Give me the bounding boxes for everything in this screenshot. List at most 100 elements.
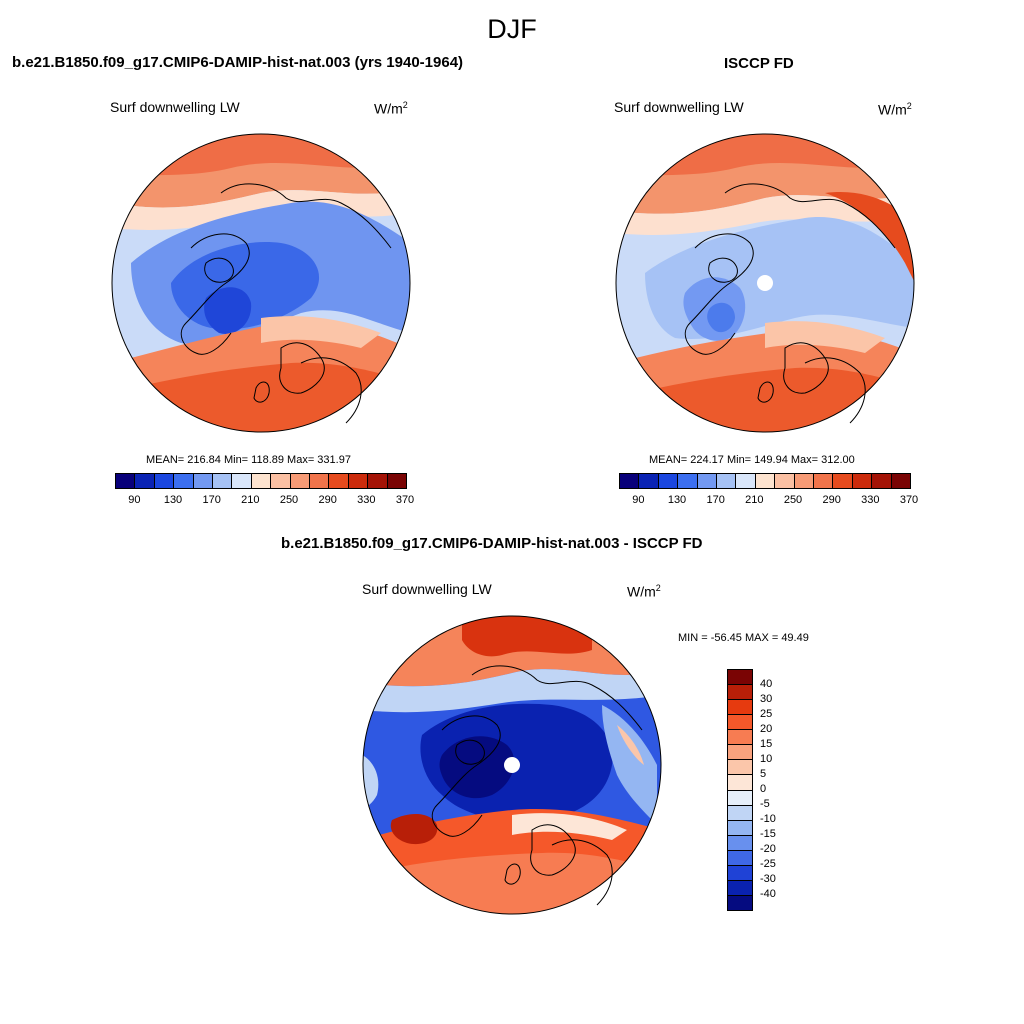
colorbar-swatch: [271, 474, 291, 488]
colorbar-label: -25: [760, 858, 776, 870]
diff-pole-hole: [504, 757, 520, 773]
colorbar-label: 0: [760, 783, 767, 795]
model-colorbar-labels: 90 130 170 210 250 290 330 370: [115, 494, 414, 508]
colorbar-swatch: [310, 474, 330, 488]
colorbar-swatch: [348, 474, 369, 488]
obs-colorbar-labels: 90 130 170 210 250 290 330 370: [619, 494, 918, 508]
obs-colorbar: [619, 473, 911, 489]
obs-stats: MEAN= 224.17 Min= 149.94 Max= 312.00: [649, 454, 855, 466]
diff-units: W/m2: [627, 583, 661, 600]
colorbar-swatch: [620, 474, 640, 488]
colorbar-label: -10: [760, 813, 776, 825]
colorbar-label: -15: [760, 828, 776, 840]
colorbar-label: 30: [760, 693, 773, 705]
diff-coastlines: [431, 665, 643, 906]
colorbar-swatch: [174, 474, 194, 488]
colorbar-swatch: [833, 474, 853, 488]
colorbar-label: 170: [202, 494, 221, 506]
colorbar-swatch: [728, 790, 752, 806]
colorbar-label: -5: [760, 798, 770, 810]
diff-polar-map: [362, 615, 662, 915]
colorbar-swatch: [193, 474, 214, 488]
model-units: W/m2: [374, 100, 408, 117]
colorbar-swatch: [728, 850, 752, 866]
colorbar-label: 370: [395, 494, 415, 506]
diff-colorbar: [727, 669, 753, 911]
colorbar-label: 370: [899, 494, 919, 506]
colorbar-label: 250: [783, 494, 803, 506]
colorbar-swatch: [728, 775, 752, 791]
colorbar-swatch: [728, 715, 752, 731]
colorbar-swatch: [728, 865, 752, 881]
colorbar-swatch: [852, 474, 873, 488]
colorbar-swatch: [678, 474, 698, 488]
colorbar-swatch: [251, 474, 272, 488]
colorbar-swatch: [135, 474, 155, 488]
colorbar-swatch: [736, 474, 756, 488]
colorbar-label: 210: [745, 494, 764, 506]
colorbar-swatch: [154, 474, 175, 488]
colorbar-label: 90: [632, 494, 645, 506]
obs-subtitle: Surf downwelling LW: [614, 99, 744, 115]
obs-pole-hole: [757, 275, 773, 291]
colorbar-swatch: [728, 745, 752, 761]
diff-subtitle: Surf downwelling LW: [362, 581, 492, 597]
colorbar-swatch: [213, 474, 233, 488]
colorbar-swatch: [814, 474, 834, 488]
colorbar-label: 90: [128, 494, 141, 506]
diff-colorbar-labels: 40 30 25 20 15 10 5 0 -5 -10 -15 -20 -25 -30 -40: [760, 669, 800, 909]
obs-units: W/m2: [878, 101, 912, 118]
colorbar-label: -20: [760, 843, 776, 855]
colorbar-swatch: [368, 474, 388, 488]
colorbar-swatch: [717, 474, 737, 488]
colorbar-label: 25: [760, 708, 773, 720]
colorbar-label: 330: [357, 494, 376, 506]
colorbar-swatch: [755, 474, 776, 488]
colorbar-swatch: [794, 474, 815, 488]
model-colorbar: [115, 473, 407, 489]
colorbar-label: 210: [241, 494, 260, 506]
obs-polar-map: [615, 133, 915, 433]
colorbar-label: 290: [318, 494, 337, 506]
colorbar-swatch: [116, 474, 136, 488]
colorbar-swatch: [728, 760, 752, 776]
colorbar-label: 250: [279, 494, 299, 506]
model-panel-title: b.e21.B1850.f09_g17.CMIP6-DAMIP-hist-nat…: [12, 54, 464, 71]
colorbar-label: 40: [760, 678, 773, 690]
colorbar-swatch: [728, 820, 752, 836]
colorbar-swatch: [639, 474, 659, 488]
colorbar-label: 130: [163, 494, 183, 506]
colorbar-label: 130: [667, 494, 687, 506]
obs-coastlines: [684, 183, 896, 424]
colorbar-label: 170: [706, 494, 725, 506]
colorbar-swatch: [775, 474, 795, 488]
colorbar-label: -30: [760, 873, 776, 885]
colorbar-swatch: [728, 805, 752, 821]
colorbar-swatch: [387, 474, 407, 488]
colorbar-swatch: [872, 474, 892, 488]
model-stats: MEAN= 216.84 Min= 118.89 Max= 331.97: [146, 454, 351, 466]
model-coastlines: [180, 183, 392, 424]
colorbar-swatch: [728, 730, 752, 746]
diff-stats: MIN = -56.45 MAX = 49.49: [678, 632, 809, 644]
colorbar-label: 15: [760, 738, 773, 750]
colorbar-swatch: [728, 880, 752, 896]
colorbar-swatch: [728, 700, 752, 716]
colorbar-swatch: [232, 474, 252, 488]
colorbar-swatch: [728, 685, 752, 701]
colorbar-swatch: [329, 474, 349, 488]
colorbar-label: 20: [760, 723, 773, 735]
colorbar-swatch: [697, 474, 718, 488]
colorbar-label: 5: [760, 768, 767, 780]
colorbar-swatch: [728, 835, 752, 851]
colorbar-label: 330: [861, 494, 880, 506]
colorbar-label: -40: [760, 888, 776, 900]
colorbar-swatch: [658, 474, 679, 488]
obs-panel-title: ISCCP FD: [724, 55, 794, 72]
diff-panel-title: b.e21.B1850.f09_g17.CMIP6-DAMIP-hist-nat…: [281, 535, 703, 552]
season-title: DJF: [487, 14, 537, 44]
model-subtitle: Surf downwelling LW: [110, 99, 240, 115]
colorbar-label: 290: [822, 494, 841, 506]
colorbar-swatch: [728, 895, 752, 910]
colorbar-swatch: [891, 474, 911, 488]
